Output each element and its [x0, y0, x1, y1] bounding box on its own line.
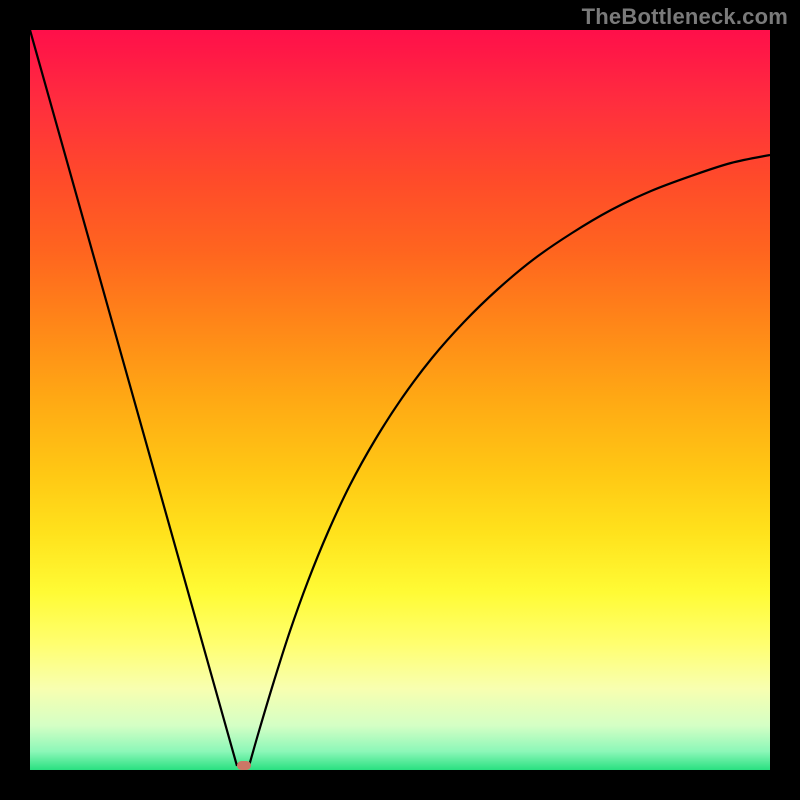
plot-area	[30, 30, 770, 770]
chart-container: TheBottleneck.com	[0, 0, 800, 800]
gradient-fill	[30, 30, 770, 770]
min-marker	[237, 761, 251, 770]
watermark-text: TheBottleneck.com	[582, 4, 788, 30]
